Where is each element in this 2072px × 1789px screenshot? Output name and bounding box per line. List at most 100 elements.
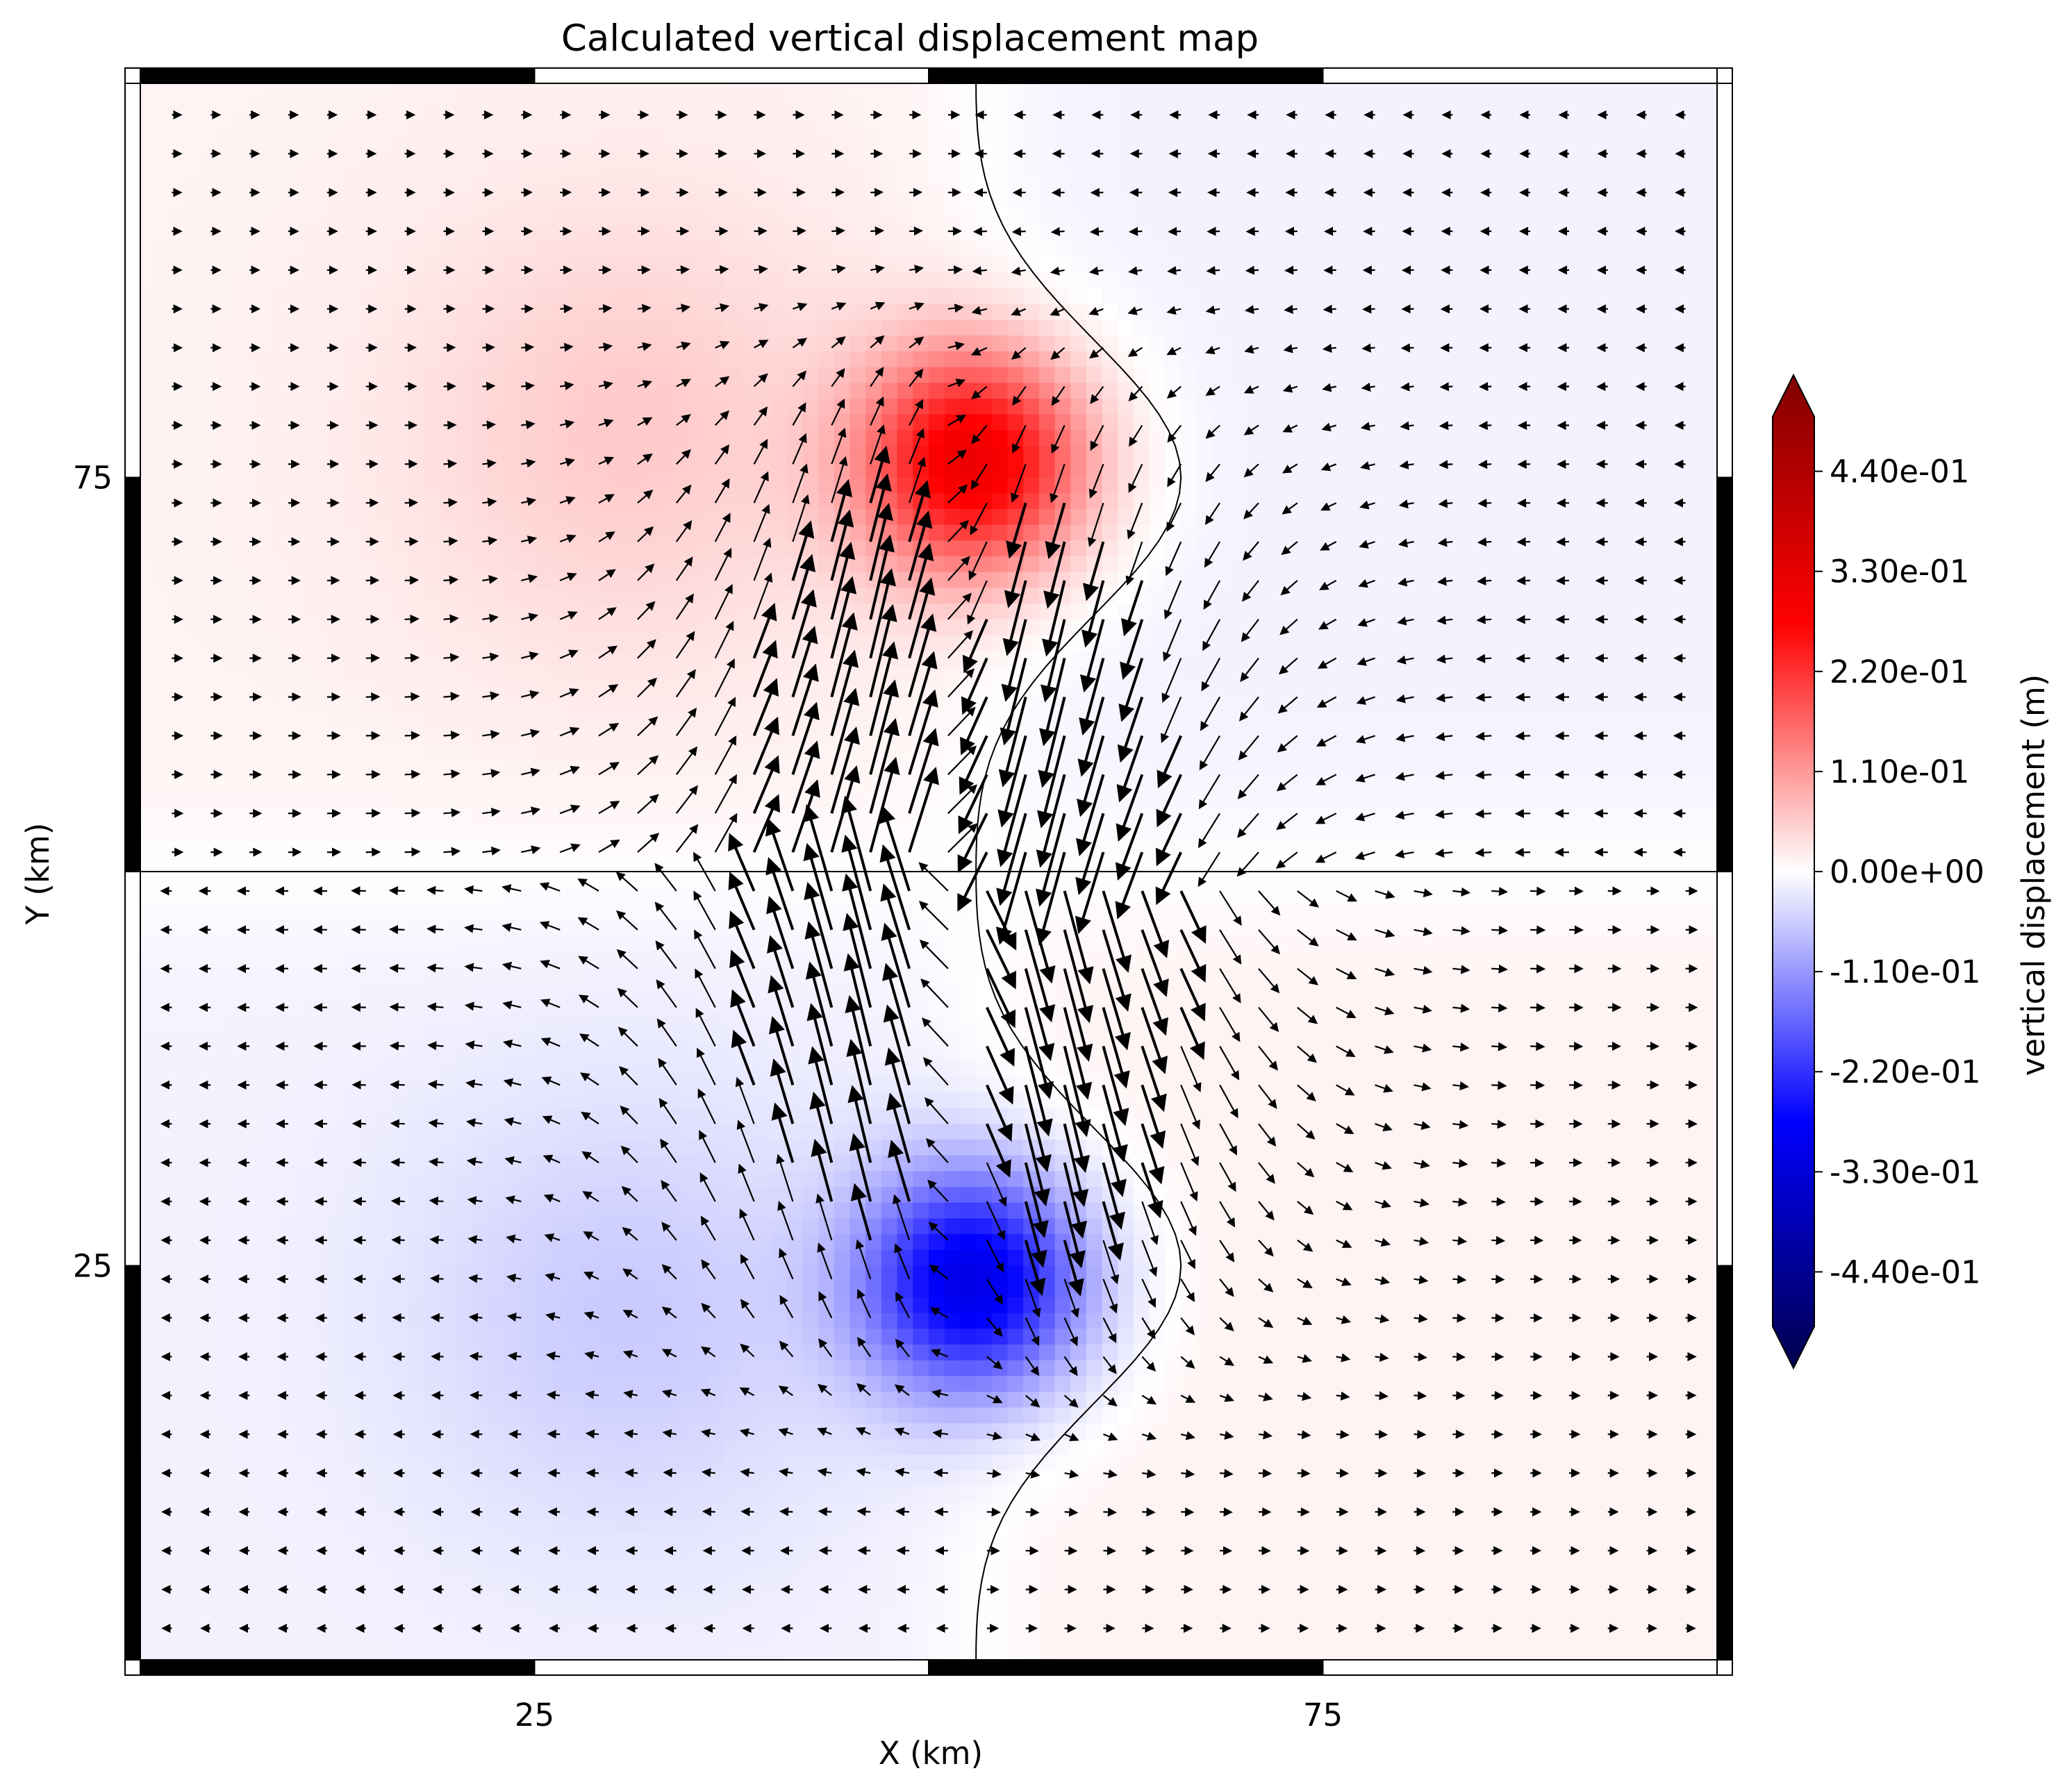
heatmap-cell [203, 1045, 220, 1061]
heatmap-cell [471, 997, 488, 1014]
heatmap-cell [235, 887, 251, 904]
heatmap-cell [565, 651, 583, 667]
heatmap-cell [360, 1597, 378, 1613]
heatmap-cell [424, 919, 440, 935]
heatmap-cell [329, 997, 346, 1014]
heatmap-cell [708, 351, 724, 368]
heatmap-cell [881, 1517, 898, 1534]
heatmap-cell [360, 383, 378, 399]
heatmap-cell [534, 335, 551, 352]
heatmap-cell [456, 1439, 472, 1456]
heatmap-cell [329, 162, 346, 178]
heatmap-cell [518, 1108, 536, 1124]
heatmap-cell [834, 256, 851, 273]
heatmap-cell [739, 761, 756, 778]
heatmap-cell [865, 856, 882, 872]
heatmap-cell [581, 1345, 598, 1361]
heatmap-cell [629, 115, 645, 131]
heatmap-cell [487, 99, 504, 115]
heatmap-cell [723, 934, 740, 951]
heatmap-cell [440, 856, 456, 872]
heatmap-cell [771, 556, 788, 573]
heatmap-cell [235, 461, 251, 479]
heatmap-cell [250, 288, 267, 305]
heatmap-cell [786, 162, 803, 178]
heatmap-cell [581, 682, 598, 699]
heatmap-cell [298, 288, 315, 305]
heatmap-cell [235, 588, 251, 604]
heatmap-cell [739, 934, 756, 951]
heatmap-cell [235, 241, 251, 258]
heatmap-cell [313, 824, 330, 841]
heatmap-cell [282, 1392, 299, 1408]
heatmap-cell [250, 367, 267, 383]
heatmap-cell [156, 540, 172, 557]
heatmap-cell [313, 1470, 330, 1487]
heatmap-cell [329, 1249, 346, 1267]
heatmap-cell [692, 1218, 708, 1235]
heatmap-cell [802, 1565, 819, 1582]
heatmap-cell [313, 1439, 330, 1456]
heatmap-cell [629, 225, 645, 242]
heatmap-cell [834, 981, 851, 999]
heatmap-cell [376, 1108, 393, 1124]
heatmap-cell [518, 1060, 536, 1077]
heatmap-cell [266, 461, 283, 479]
heatmap-cell [771, 808, 788, 825]
heatmap-cell [661, 1549, 677, 1566]
heatmap-cell [849, 399, 866, 415]
heatmap-cell [440, 934, 456, 951]
heatmap-cell [203, 872, 220, 888]
heatmap-cell [581, 1297, 598, 1314]
heatmap-cell [597, 934, 614, 951]
heatmap-cell [360, 1644, 378, 1661]
heatmap-cell [408, 414, 425, 431]
heatmap-cell [581, 1486, 598, 1503]
heatmap-cell [360, 1533, 378, 1550]
heatmap-cell [629, 556, 645, 573]
heatmap-cell [802, 1517, 819, 1534]
heatmap-cell [550, 1139, 567, 1156]
heatmap-cell [565, 399, 583, 415]
heatmap-cell [676, 729, 693, 746]
heatmap-cell [313, 430, 330, 447]
heatmap-cell [298, 1565, 315, 1582]
heatmap-cell [708, 99, 724, 115]
heatmap-cell [676, 1454, 693, 1472]
heatmap-cell [392, 256, 409, 273]
heatmap-cell [440, 919, 456, 935]
heatmap-cell [913, 178, 929, 194]
heatmap-cell [235, 1407, 251, 1424]
heatmap-cell [534, 887, 551, 904]
heatmap-cell [739, 1612, 756, 1629]
heatmap-cell [786, 351, 803, 368]
heatmap-cell [203, 714, 220, 731]
heatmap-cell [298, 1345, 315, 1361]
heatmap-cell [250, 651, 267, 667]
heatmap-cell [645, 288, 661, 305]
heatmap-cell [676, 761, 693, 778]
heatmap-cell [755, 1329, 772, 1345]
heatmap-cell [487, 1313, 504, 1329]
heatmap-cell [913, 1423, 929, 1440]
heatmap-cell [581, 808, 598, 825]
heatmap-cell [188, 1249, 204, 1267]
heatmap-cell [156, 1439, 172, 1456]
heatmap-cell [487, 83, 504, 100]
heatmap-cell [503, 1092, 520, 1109]
heatmap-cell [456, 508, 472, 526]
heatmap-cell [565, 99, 583, 115]
heatmap-cell [534, 1502, 551, 1519]
heatmap-cell [676, 1139, 693, 1156]
heatmap-cell [487, 115, 504, 131]
heatmap-cell [739, 1265, 756, 1282]
heatmap-cell [503, 761, 520, 778]
heatmap-cell [172, 840, 188, 856]
heatmap-cell [550, 461, 567, 479]
heatmap-cell [865, 335, 882, 352]
heatmap-cell [534, 808, 551, 825]
heatmap-cell [755, 1549, 772, 1566]
heatmap-cell [313, 1597, 330, 1613]
heatmap-cell [487, 508, 504, 526]
heatmap-cell [471, 1454, 488, 1472]
